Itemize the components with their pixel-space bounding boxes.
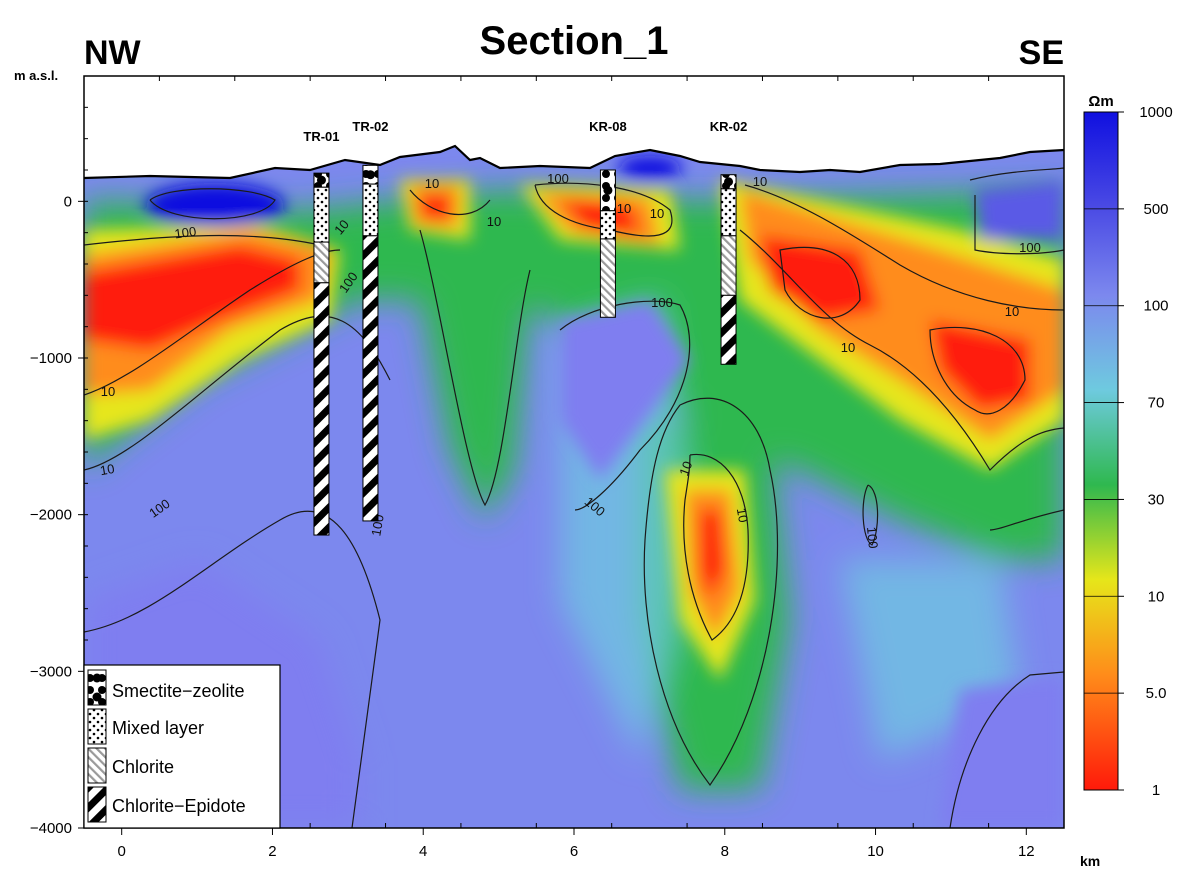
legend-label: Chlorite−Epidote xyxy=(112,796,246,816)
borehole-segment-chlorite xyxy=(720,235,737,296)
contour-label: 10 xyxy=(425,176,439,191)
contour-label: 100 xyxy=(1019,240,1041,255)
y-tick-label: −3000 xyxy=(30,663,72,680)
legend-swatch-chlorite-epidote xyxy=(87,786,107,823)
smectite-marker xyxy=(724,177,734,187)
borehole-segment-chlorite xyxy=(599,238,616,318)
contour-label: 10 xyxy=(753,174,767,189)
borehole-label: TR-02 xyxy=(352,119,388,134)
smectite-marker xyxy=(603,185,613,195)
direction-right-label: SE xyxy=(1019,34,1064,72)
contour-label: 100 xyxy=(864,526,881,549)
legend-label: Smectite−zeolite xyxy=(112,681,245,701)
legend-label: Mixed layer xyxy=(112,718,204,738)
borehole-tr-01: TR-01 xyxy=(303,129,340,536)
colorbar-tick-label: 30 xyxy=(1148,491,1165,508)
legend: Smectite−zeolite Mixed layer Chlorite Ch… xyxy=(83,664,281,829)
x-tick-label: 0 xyxy=(118,843,126,860)
colorbar-unit: Ωm xyxy=(1088,93,1113,110)
borehole-kr-02: KR-02 xyxy=(710,119,748,365)
contour-label: 100 xyxy=(174,224,198,242)
x-tick-label: 8 xyxy=(721,843,729,860)
borehole-label: KR-08 xyxy=(589,119,627,134)
contour-label: 100 xyxy=(547,171,569,186)
borehole-segment-mixed-layer xyxy=(720,188,737,237)
y-tick-label: −1000 xyxy=(30,350,72,367)
topography-line xyxy=(83,144,1065,180)
contour-label: 10 xyxy=(99,461,116,478)
smectite-marker xyxy=(365,170,375,180)
contour-lines xyxy=(84,167,1064,828)
contour-label: 10 xyxy=(734,507,751,524)
contour-label: 10 xyxy=(1005,304,1019,319)
x-tick-label: 10 xyxy=(867,843,884,860)
contour-label: 10 xyxy=(841,340,855,355)
chart-title: Section_1 xyxy=(480,19,669,63)
colorbar-tick-label: 10 xyxy=(1148,588,1165,605)
contour-label: 100 xyxy=(651,295,673,310)
boreholes: TR-01 TR-02 KR-08 KR-02 xyxy=(303,119,748,536)
borehole-label: KR-02 xyxy=(710,119,748,134)
legend-swatch-chlorite xyxy=(87,747,107,784)
borehole-segment-chlorite-epidote xyxy=(362,235,379,522)
borehole-segment-mixed-layer xyxy=(599,210,616,240)
y-tick-label: −4000 xyxy=(30,820,72,837)
legend-label: Chlorite xyxy=(112,757,174,777)
contour-label: 10 xyxy=(487,214,501,229)
resistivity-field xyxy=(84,146,1064,828)
x-tick-label: 4 xyxy=(419,843,427,860)
colorbar: Ωm 1000 500 100 70 30 10 5.0 1 xyxy=(1083,93,1173,799)
borehole-segment-chlorite xyxy=(313,241,330,284)
borehole-segment-mixed-layer xyxy=(362,183,379,237)
x-axis-label: km xyxy=(1080,853,1100,869)
y-tick-label: −2000 xyxy=(30,507,72,524)
colorbar-tick-label: 100 xyxy=(1143,298,1168,315)
y-axis-label: m a.s.l. xyxy=(14,68,58,83)
legend-box xyxy=(83,664,281,829)
direction-left-label: NW xyxy=(84,34,142,72)
legend-swatch-mixed-layer xyxy=(87,708,107,745)
colorbar-tick-label: 1 xyxy=(1152,782,1160,799)
contour-labels: 100 10 10 100 10 10 100 10 10 100 100 10… xyxy=(99,171,1041,549)
colorbar-ticks: 1000 500 100 70 30 10 5.0 1 xyxy=(1084,104,1173,799)
contour-label: 10 xyxy=(676,459,695,478)
x-tick-label: 6 xyxy=(570,843,578,860)
x-axis: 0 2 4 6 8 10 12 xyxy=(83,823,1065,860)
x-tick-label: 2 xyxy=(268,843,276,860)
top-ticks xyxy=(83,76,1065,81)
y-axis: 0 −1000 −2000 −3000 −4000 xyxy=(30,75,88,837)
contour-label: 10 xyxy=(650,206,664,221)
x-tick-label: 12 xyxy=(1018,843,1035,860)
colorbar-scale xyxy=(1083,111,1119,791)
borehole-segment-mixed-layer xyxy=(313,186,330,243)
y-tick-label: 0 xyxy=(64,193,72,210)
smectite-marker xyxy=(316,175,326,185)
borehole-segment-chlorite-epidote xyxy=(720,294,737,365)
colorbar-tick-label: 1000 xyxy=(1139,104,1172,121)
colorbar-tick-label: 5.0 xyxy=(1146,685,1167,702)
borehole-label: TR-01 xyxy=(303,129,339,144)
contour-label: 10 xyxy=(617,201,631,216)
legend-swatch-smectite-zeolite xyxy=(87,669,107,706)
borehole-tr-02: TR-02 xyxy=(352,119,389,522)
colorbar-tick-label: 70 xyxy=(1148,395,1165,412)
borehole-segment-chlorite-epidote xyxy=(313,282,330,536)
borehole-kr-08: KR-08 xyxy=(589,119,627,318)
contour-label: 10 xyxy=(101,384,115,399)
colorbar-tick-label: 500 xyxy=(1143,201,1168,218)
